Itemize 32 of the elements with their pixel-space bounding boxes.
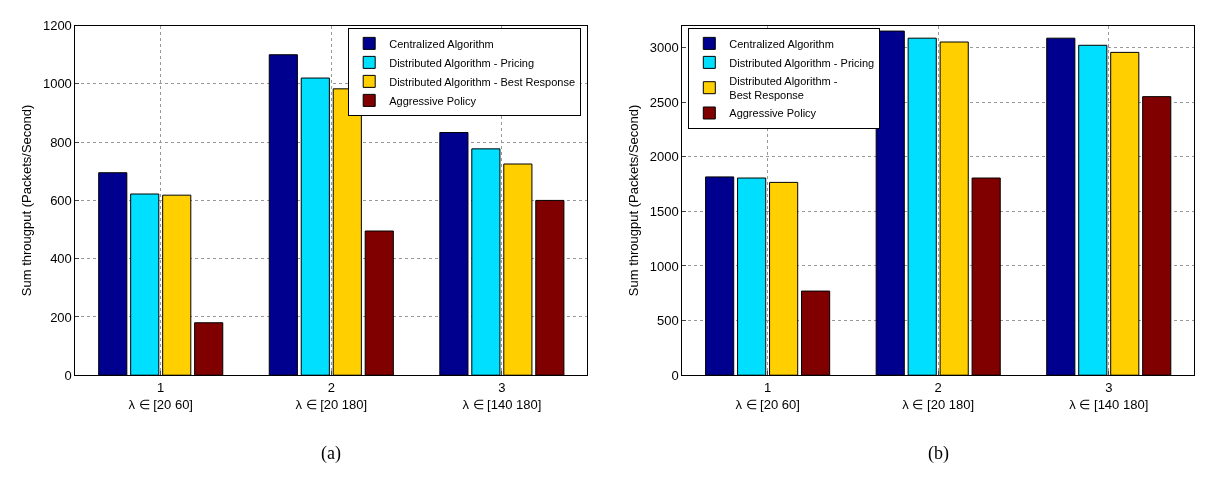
y-tick-label: 500 [657, 313, 679, 329]
legend-label: Centralized Algorithm [389, 37, 494, 50]
legend-label: Aggressive Policy [389, 94, 477, 107]
x-tick-label: 1 λ ∈ [20 60] [735, 379, 800, 412]
text: (b) [928, 443, 949, 464]
y-tick-label: 1000 [42, 76, 72, 92]
y-tick-label: 0 [64, 367, 72, 383]
x-tick-label: 1 λ ∈ [20 60] [128, 379, 193, 412]
y-tick-label: 0 [671, 367, 679, 383]
legend-label: Distributed Algorithm - Pricing [389, 56, 535, 69]
y-tick-label: 1000 [649, 258, 679, 274]
x-tick-label: 3 λ ∈ [140 180] [1069, 379, 1149, 412]
legend-label: Distributed Algorithm - Best Response [729, 74, 838, 102]
y-tick-label: 200 [50, 309, 72, 325]
y-tick-label: 400 [50, 251, 72, 267]
y-axis-title: Sum througput (Packets/Second) [625, 104, 641, 297]
y-tick-label: 2000 [649, 149, 679, 165]
legend-label: Centralized Algorithm [729, 37, 834, 50]
y-axis-title: Sum througput (Packets/Second) [18, 104, 34, 297]
y-tick-label: 2500 [649, 94, 679, 110]
text: (a) [321, 443, 341, 464]
legend-label: Aggressive Policy [729, 107, 817, 120]
x-tick-label: 2 λ ∈ [20 180] [295, 379, 368, 412]
x-tick-label: 3 λ ∈ [140 180] [462, 379, 542, 412]
y-tick-label: 600 [50, 192, 72, 208]
y-tick-label: 800 [50, 134, 72, 150]
y-tick-label: 1200 [42, 18, 72, 34]
y-tick-label: 1500 [649, 203, 679, 219]
legend-label: Distributed Algorithm - Pricing [729, 56, 875, 69]
y-tick-label: 3000 [649, 40, 679, 56]
x-tick-label: 2 λ ∈ [20 180] [902, 379, 975, 412]
legend-label: Distributed Algorithm - Best Response [389, 75, 576, 88]
